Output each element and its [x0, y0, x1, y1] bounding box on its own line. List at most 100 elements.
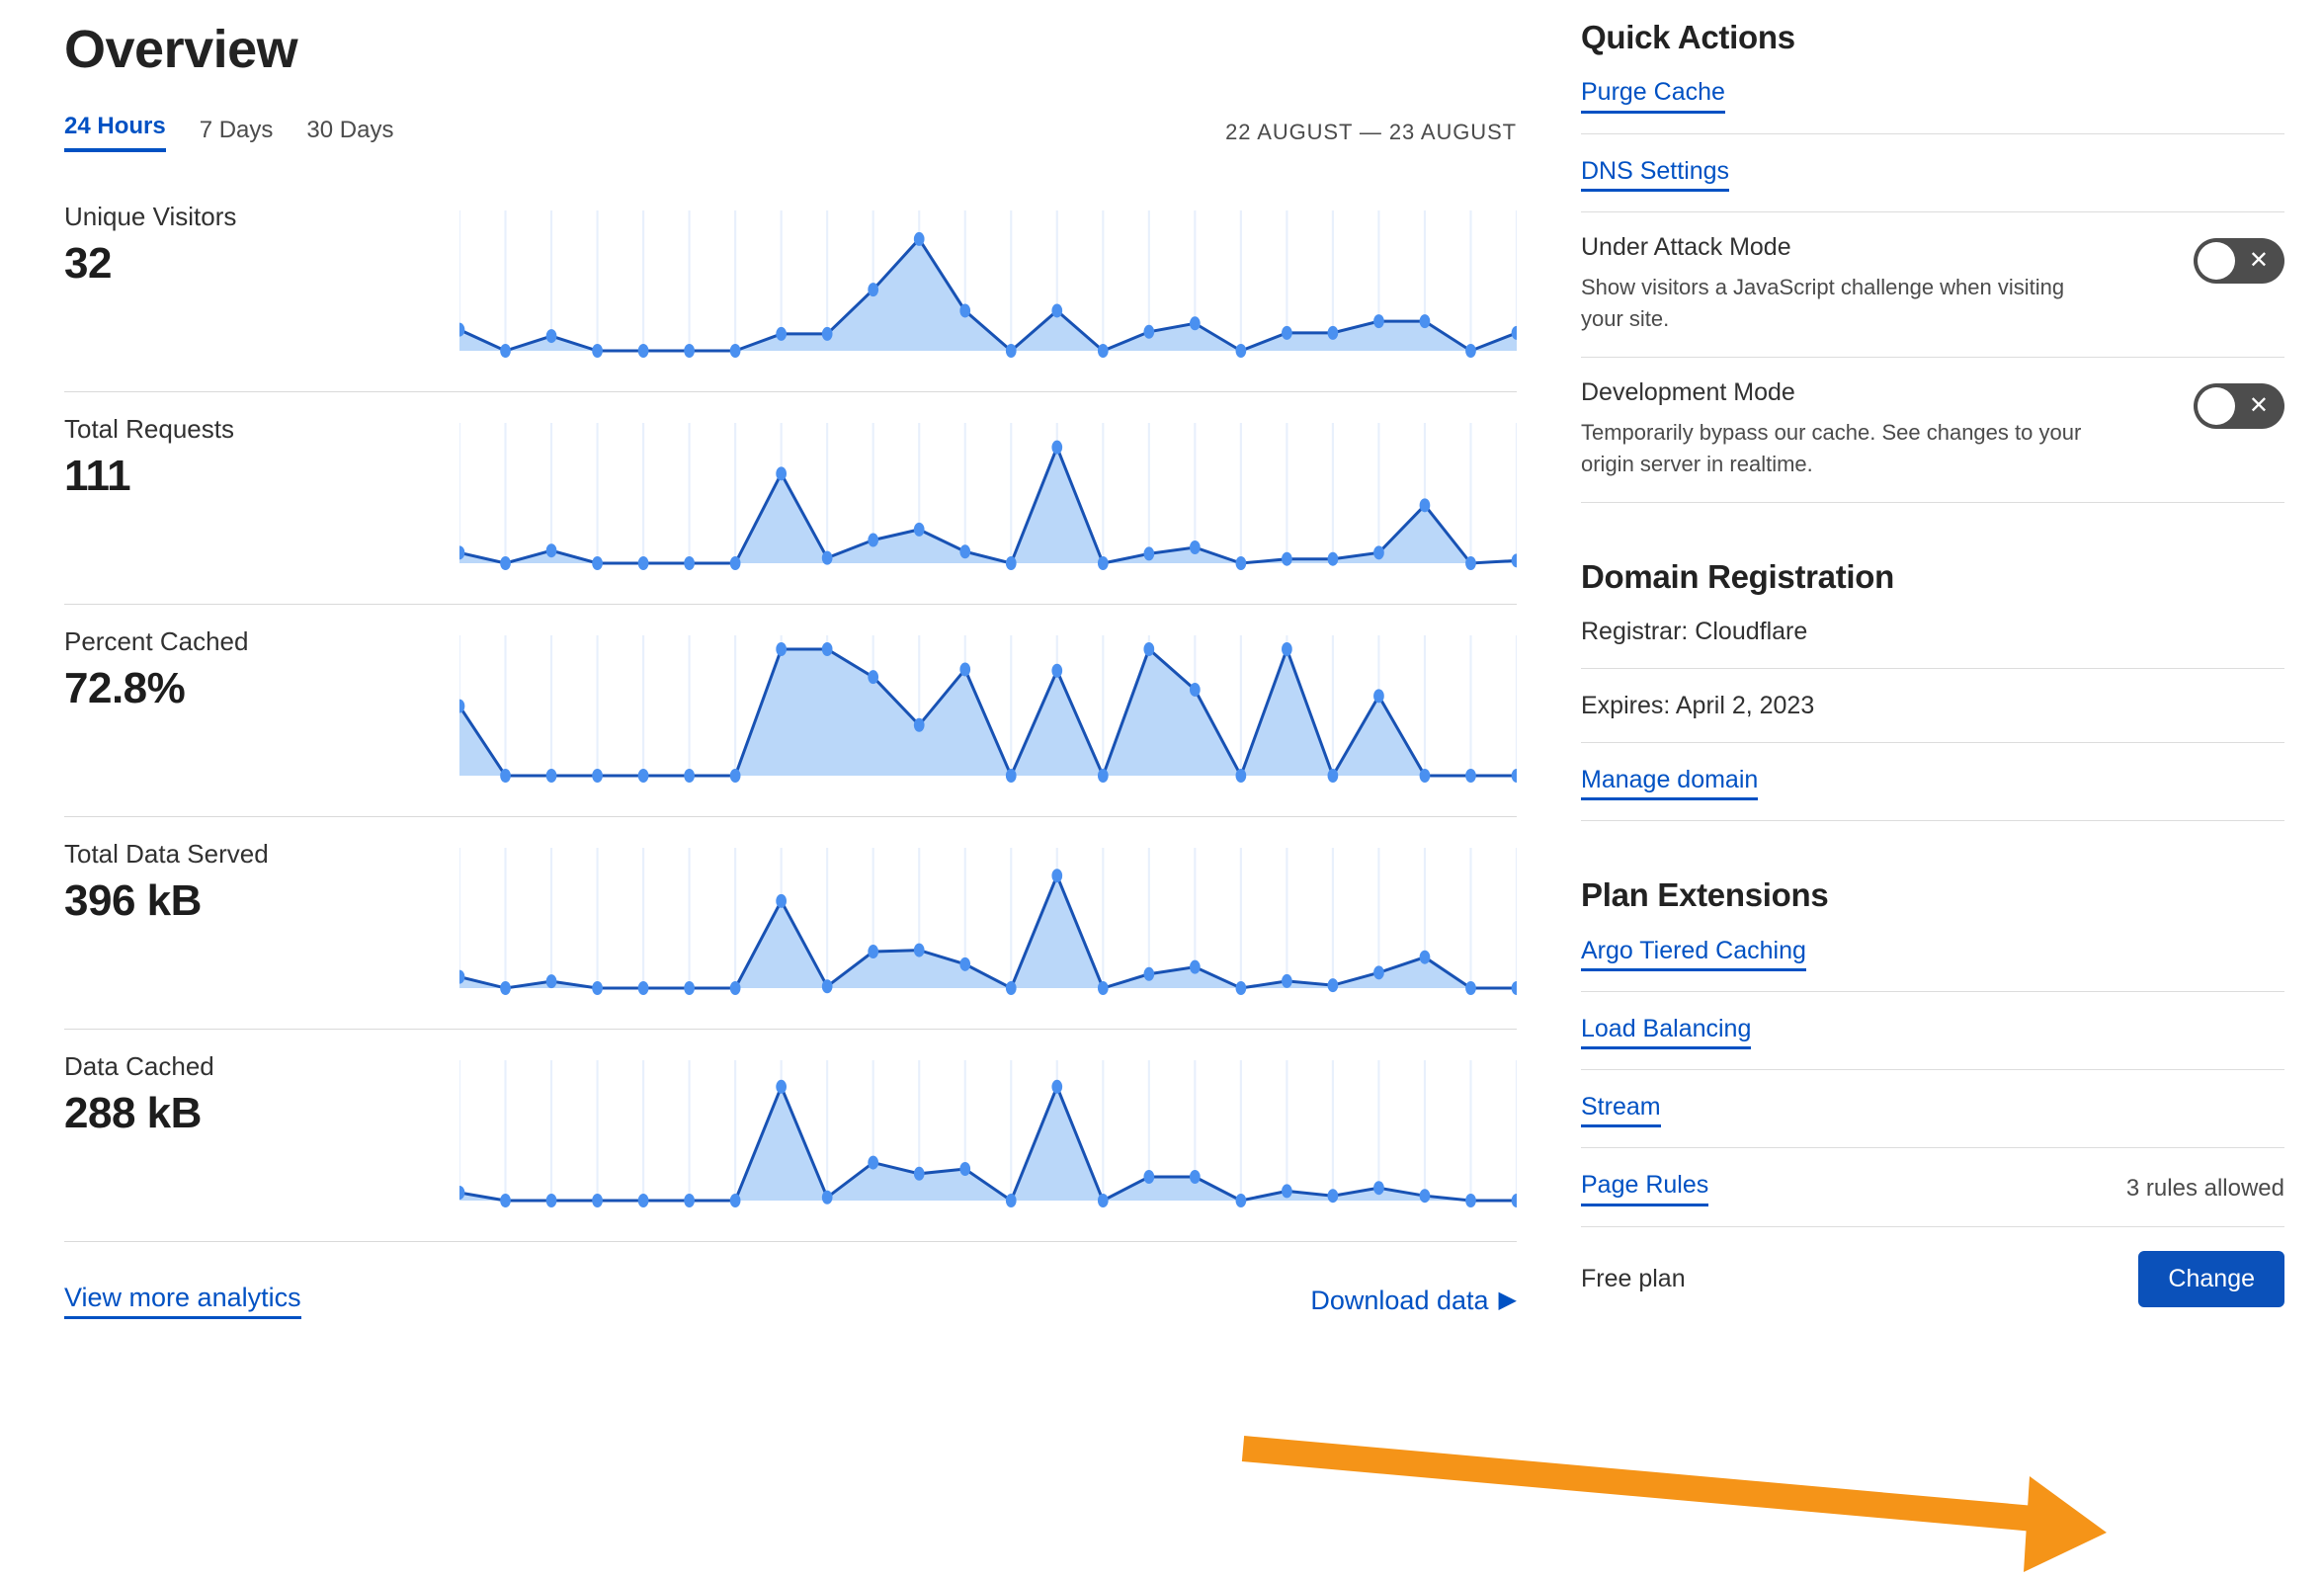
data-point[interactable]: [1419, 769, 1431, 784]
data-point[interactable]: [1235, 981, 1247, 996]
data-point[interactable]: [776, 327, 788, 342]
data-point[interactable]: [459, 322, 465, 337]
data-point[interactable]: [459, 699, 465, 713]
data-point[interactable]: [1097, 556, 1109, 571]
data-point[interactable]: [1282, 974, 1292, 989]
data-point[interactable]: [913, 943, 925, 957]
data-point[interactable]: [592, 769, 603, 784]
data-point[interactable]: [959, 957, 971, 972]
data-point[interactable]: [1465, 1194, 1476, 1208]
data-point[interactable]: [459, 545, 465, 560]
data-point[interactable]: [1189, 959, 1201, 974]
page-rules-link[interactable]: Page Rules: [1581, 1170, 1709, 1206]
data-point[interactable]: [729, 344, 741, 359]
data-point[interactable]: [729, 769, 741, 784]
data-point[interactable]: [1465, 981, 1476, 996]
manage-domain-link[interactable]: Manage domain: [1581, 765, 1759, 801]
data-point[interactable]: [500, 981, 511, 996]
data-point[interactable]: [1373, 965, 1384, 980]
data-point[interactable]: [729, 1194, 741, 1208]
data-point[interactable]: [684, 1194, 695, 1208]
data-point[interactable]: [592, 981, 603, 996]
data-point[interactable]: [776, 1079, 788, 1094]
change-plan-button[interactable]: Change: [2138, 1250, 2284, 1308]
data-point[interactable]: [913, 232, 925, 247]
data-point[interactable]: [459, 1186, 465, 1201]
data-point[interactable]: [959, 303, 971, 318]
data-point[interactable]: [637, 344, 649, 359]
data-point[interactable]: [729, 556, 741, 571]
data-point[interactable]: [1282, 642, 1292, 657]
data-point[interactable]: [1373, 689, 1384, 704]
data-point[interactable]: [959, 544, 971, 559]
data-point[interactable]: [1051, 303, 1063, 318]
data-point[interactable]: [868, 1155, 879, 1170]
data-point[interactable]: [1327, 326, 1339, 341]
data-point[interactable]: [1419, 1189, 1431, 1204]
purge-cache-link[interactable]: Purge Cache: [1581, 77, 1725, 114]
data-point[interactable]: [545, 1194, 557, 1208]
data-point[interactable]: [1511, 326, 1517, 341]
data-point[interactable]: [1235, 344, 1247, 359]
data-point[interactable]: [1235, 769, 1247, 784]
data-point[interactable]: [959, 662, 971, 677]
data-point[interactable]: [821, 550, 833, 565]
data-point[interactable]: [1143, 1170, 1155, 1185]
data-point[interactable]: [1511, 769, 1517, 784]
data-point[interactable]: [1051, 663, 1063, 678]
data-point[interactable]: [776, 466, 788, 481]
data-point[interactable]: [821, 1190, 833, 1205]
data-point[interactable]: [821, 327, 833, 342]
data-point[interactable]: [913, 523, 925, 538]
data-point[interactable]: [868, 945, 879, 959]
data-point[interactable]: [1235, 556, 1247, 571]
data-point[interactable]: [592, 1194, 603, 1208]
data-point[interactable]: [1235, 1194, 1247, 1208]
data-point[interactable]: [1189, 1170, 1201, 1185]
tab-24-hours[interactable]: 24 Hours: [64, 113, 166, 152]
data-point[interactable]: [637, 556, 649, 571]
tab-30-days[interactable]: 30 Days: [306, 116, 394, 143]
data-point[interactable]: [868, 533, 879, 547]
data-point[interactable]: [1282, 551, 1292, 566]
data-point[interactable]: [1143, 642, 1155, 657]
data-point[interactable]: [1419, 314, 1431, 329]
data-point[interactable]: [545, 543, 557, 558]
data-point[interactable]: [1327, 978, 1339, 993]
data-point[interactable]: [684, 556, 695, 571]
download-data-link[interactable]: Download data ▶: [1310, 1286, 1517, 1316]
data-point[interactable]: [1005, 1194, 1017, 1208]
data-point[interactable]: [1097, 769, 1109, 784]
data-point[interactable]: [1465, 344, 1476, 359]
data-point[interactable]: [500, 769, 511, 784]
data-point[interactable]: [545, 769, 557, 784]
data-point[interactable]: [959, 1162, 971, 1177]
data-point[interactable]: [500, 1194, 511, 1208]
data-point[interactable]: [1511, 553, 1517, 568]
data-point[interactable]: [1327, 1189, 1339, 1204]
data-point[interactable]: [500, 556, 511, 571]
data-point[interactable]: [1005, 981, 1017, 996]
data-point[interactable]: [868, 283, 879, 297]
data-point[interactable]: [637, 981, 649, 996]
data-point[interactable]: [1373, 1181, 1384, 1196]
data-point[interactable]: [1419, 498, 1431, 513]
data-point[interactable]: [1005, 769, 1017, 784]
data-point[interactable]: [684, 344, 695, 359]
data-point[interactable]: [1282, 326, 1292, 341]
data-point[interactable]: [1097, 344, 1109, 359]
data-point[interactable]: [592, 556, 603, 571]
data-point[interactable]: [1373, 314, 1384, 329]
data-point[interactable]: [500, 344, 511, 359]
data-point[interactable]: [684, 981, 695, 996]
data-point[interactable]: [1005, 344, 1017, 359]
data-point[interactable]: [1373, 545, 1384, 560]
view-more-analytics-link[interactable]: View more analytics: [64, 1282, 301, 1320]
data-point[interactable]: [1143, 324, 1155, 339]
data-point[interactable]: [592, 344, 603, 359]
development-mode-toggle[interactable]: ✕: [2194, 382, 2284, 429]
data-point[interactable]: [1051, 440, 1063, 455]
load-balancing-link[interactable]: Load Balancing: [1581, 1014, 1752, 1050]
data-point[interactable]: [637, 1194, 649, 1208]
data-point[interactable]: [821, 979, 833, 994]
